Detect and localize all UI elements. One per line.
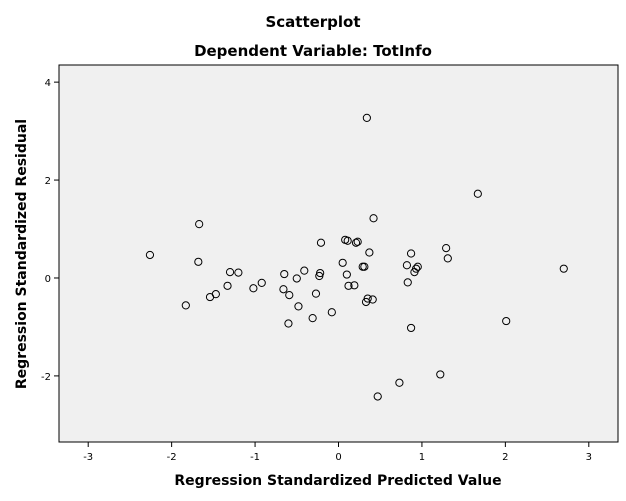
data-point [195,220,204,229]
data-point [559,264,568,273]
x-tick-label: -2 [167,452,177,463]
data-point [280,269,289,279]
data-point [473,189,482,198]
data-point [410,268,419,277]
data-point [343,236,352,245]
y-axis-title: Regression Standardized Residual [14,119,30,389]
data-points [145,113,568,401]
x-tick-label: 1 [419,452,425,463]
y-tick-label: -2 [41,372,51,383]
x-tick-label: 2 [502,452,508,463]
x-axis-ticks: -3 -2 -1 0 1 2 3 [83,442,592,463]
x-axis-title: Regression Standardized Predicted Value [174,473,501,489]
x-tick-label: -3 [83,452,93,463]
data-point [315,271,324,281]
data-point [181,301,190,310]
data-point [342,270,351,279]
data-point [360,262,369,271]
data-point [316,238,326,247]
data-point [145,250,155,260]
data-point [284,319,293,328]
data-point [279,285,288,294]
chart-title: Scatterplot [265,13,360,31]
data-point [292,274,301,283]
data-point [205,292,215,302]
data-point [327,308,336,317]
data-point [194,257,203,266]
y-axis-ticks: -2 0 2 4 [41,78,59,383]
data-point [338,258,347,267]
data-point [223,281,232,290]
data-point [403,278,412,287]
data-point [406,323,416,333]
data-point [350,281,359,290]
chart-subtitle: Dependent Variable: TotInfo [194,42,432,60]
data-point [443,254,452,263]
data-point [365,248,374,257]
data-point [436,370,445,379]
data-point [362,113,371,122]
y-tick-label: 4 [45,78,51,89]
data-point [502,316,511,326]
data-point [311,289,321,298]
data-point [285,291,294,300]
data-point [351,238,361,247]
data-point [257,278,266,287]
data-point [294,302,303,311]
data-point [395,378,404,387]
data-point [369,214,378,223]
y-tick-label: 2 [45,176,51,187]
x-tick-label: 3 [586,452,592,463]
data-point [249,284,258,293]
data-point [308,314,317,323]
data-point [406,249,416,258]
data-point [402,261,412,270]
data-point [373,392,382,401]
plot-area [58,64,619,443]
data-point [300,266,309,275]
data-point [361,297,371,307]
data-point [344,281,353,290]
data-point [234,268,243,277]
data-point [225,268,235,277]
data-point [353,237,362,246]
x-tick-label: 0 [335,452,341,463]
y-tick-label: 0 [45,274,51,285]
data-point [442,244,451,253]
x-tick-label: -1 [250,452,260,463]
